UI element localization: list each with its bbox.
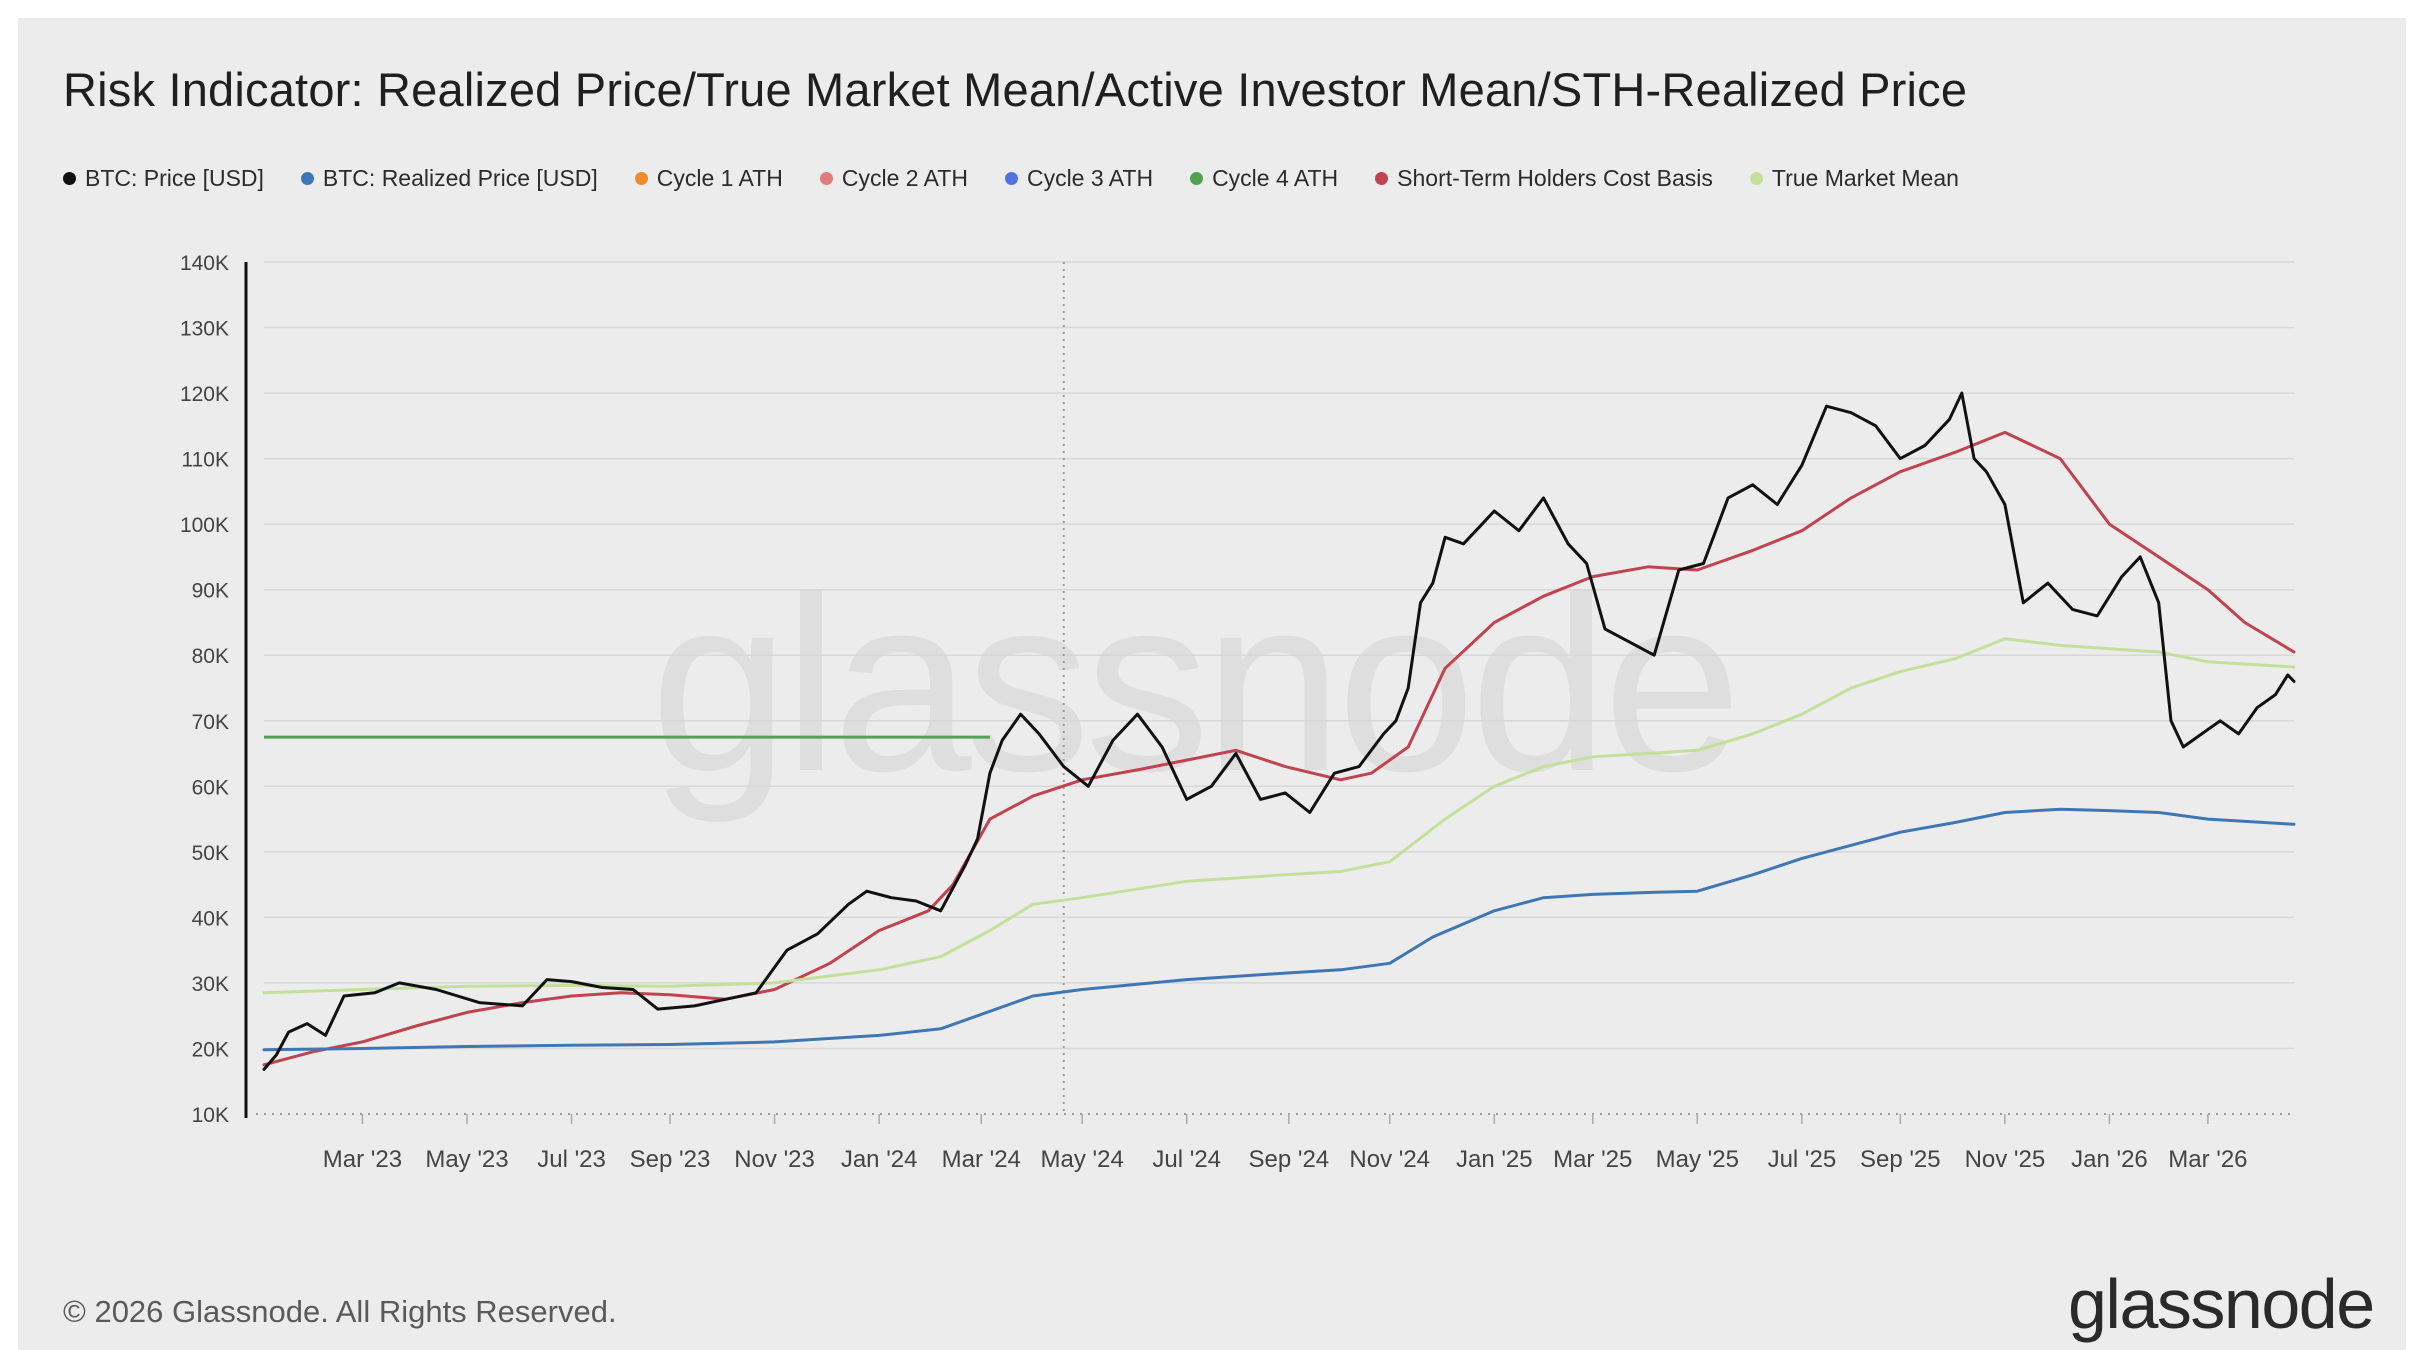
- series-line-btc-realized-price-usd: [262, 807, 2296, 1052]
- legend-marker: [63, 171, 76, 185]
- y-tick-label: 70K: [192, 711, 229, 734]
- x-tick-label: Mar '23: [323, 1146, 402, 1173]
- x-tick-label: Nov '23: [734, 1146, 815, 1173]
- legend-item-btc-price[interactable]: BTC: Price [USD]: [63, 165, 264, 192]
- legend-label: True Market Mean: [1771, 164, 1959, 191]
- x-tick-label: May '23: [425, 1146, 508, 1173]
- y-tick-label: 100K: [180, 514, 229, 537]
- y-tick-label: 20K: [192, 1038, 229, 1061]
- glassnode-logo: glassnode: [2068, 1265, 2375, 1343]
- y-tick-label: 50K: [192, 842, 229, 865]
- legend-marker: [634, 171, 648, 185]
- legend-item-sth-cost-basis[interactable]: Short-Term Holders Cost Basis: [1375, 165, 1713, 192]
- chart-card: Risk Indicator: Realized Price/True Mark…: [18, 18, 2406, 1350]
- legend-marker: [1749, 171, 1763, 185]
- legend-label: Cycle 3 ATH: [1026, 164, 1154, 191]
- legend-label: Cycle 1 ATH: [656, 164, 783, 191]
- legend-item-cycle-4-ath[interactable]: Cycle 4 ATH: [1190, 165, 1338, 192]
- x-tick-label: Sep '24: [1249, 1146, 1330, 1173]
- chart-title: Risk Indicator: Realized Price/True Mark…: [63, 63, 1968, 116]
- x-tick-label: Sep '23: [630, 1146, 711, 1173]
- legend-item-cycle-3-ath[interactable]: Cycle 3 ATH: [1004, 164, 1154, 192]
- legend-label: Short-Term Holders Cost Basis: [1397, 164, 1713, 191]
- x-tick-label: Sep '25: [1860, 1146, 1941, 1173]
- y-tick-label: 120K: [180, 383, 229, 406]
- copyright-text: © 2026 Glassnode. All Rights Reserved.: [63, 1294, 617, 1329]
- y-tick-label: 10K: [192, 1104, 229, 1127]
- x-tick-label: Jul '25: [1768, 1146, 1837, 1173]
- legend-marker: [1375, 171, 1389, 185]
- y-tick-label: 90K: [192, 580, 229, 603]
- y-tick-label: 80K: [192, 645, 229, 668]
- y-tick-label: 40K: [192, 907, 229, 930]
- x-tick-label: Mar '24: [942, 1146, 1021, 1173]
- x-tick-label: Nov '24: [1349, 1146, 1430, 1173]
- legend-item-realized-price[interactable]: BTC: Realized Price [USD]: [300, 164, 598, 192]
- legend-item-true-market-mean[interactable]: True Market Mean: [1749, 164, 1959, 192]
- series-line-short-term-holders-cost-basis: [262, 430, 2296, 1067]
- legend: BTC: Price [USD] BTC: Realized Price [US…: [63, 158, 1996, 198]
- x-tick-label: Jul '24: [1152, 1146, 1221, 1173]
- x-tick-label: Jan '24: [841, 1146, 918, 1173]
- legend-label: Cycle 2 ATH: [841, 164, 968, 191]
- series-line-true-market-mean: [262, 637, 2296, 995]
- legend-label: BTC: Realized Price [USD]: [322, 164, 598, 191]
- x-tick-label: May '24: [1041, 1146, 1124, 1173]
- y-tick-label: 60K: [192, 776, 229, 799]
- x-tick-label: Jan '26: [2071, 1146, 2148, 1173]
- x-tick-label: Jan '25: [1456, 1146, 1533, 1173]
- legend-item-cycle-1-ath[interactable]: Cycle 1 ATH: [634, 164, 783, 192]
- x-tick-label: May '25: [1656, 1146, 1739, 1173]
- legend-marker: [1004, 171, 1018, 185]
- y-tick-label: 140K: [180, 252, 229, 275]
- y-tick-label: 110K: [182, 449, 230, 472]
- legend-marker: [300, 171, 314, 185]
- legend-label: BTC: Price [USD]: [85, 164, 264, 191]
- legend-marker: [819, 171, 833, 185]
- x-tick-label: Mar '25: [1553, 1146, 1632, 1173]
- series-line-btc-price-usd: [262, 391, 2296, 1071]
- legend-item-cycle-2-ath[interactable]: Cycle 2 ATH: [819, 164, 968, 192]
- y-tick-label: 130K: [180, 318, 229, 341]
- x-tick-label: Nov '25: [1965, 1146, 2046, 1173]
- x-tick-label: Jul '23: [537, 1146, 606, 1173]
- legend-marker: [1190, 171, 1204, 185]
- y-tick-label: 30K: [192, 973, 229, 996]
- x-tick-label: Mar '26: [2168, 1146, 2247, 1173]
- legend-label: Cycle 4 ATH: [1212, 164, 1339, 191]
